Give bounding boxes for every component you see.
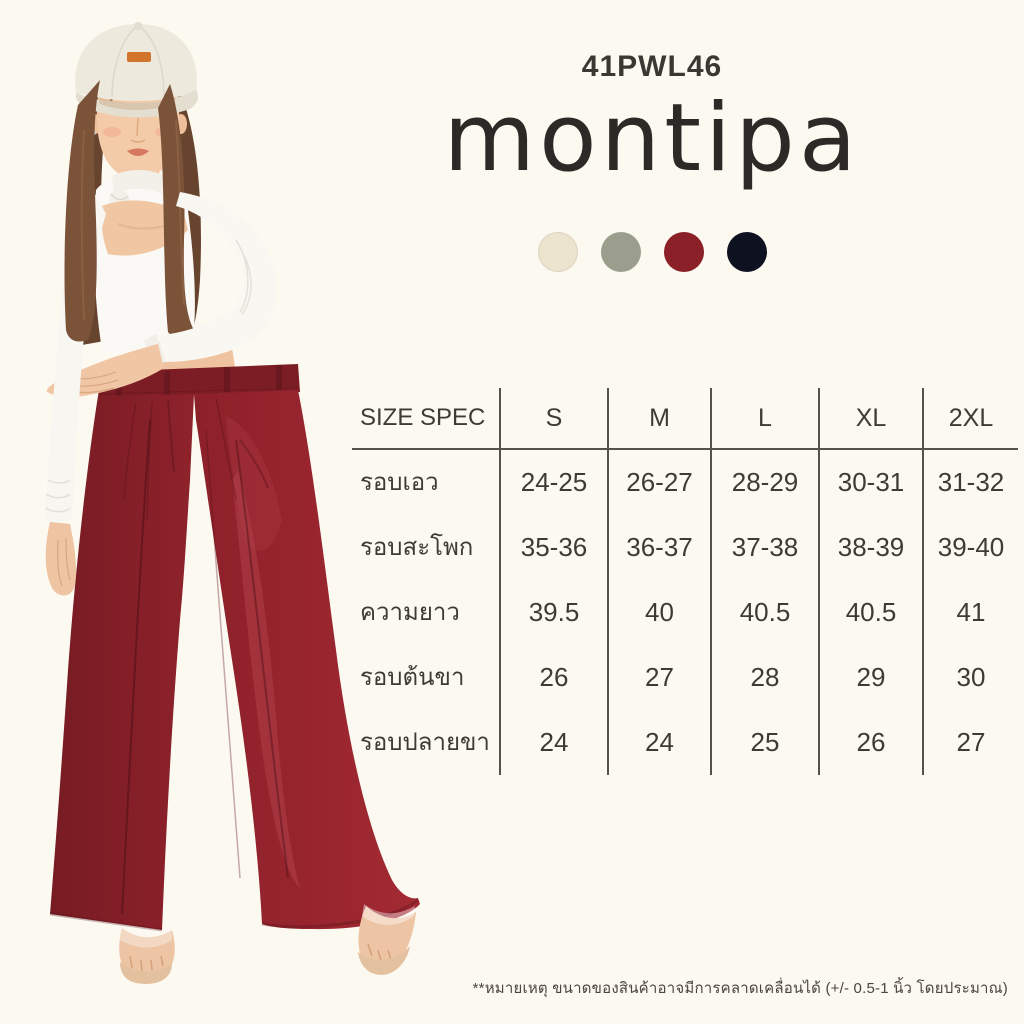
pant-leg-left — [50, 394, 194, 930]
measurement-cell: 27 — [922, 710, 1018, 775]
measurement-row-label: รอบปลายขา — [360, 729, 490, 756]
lips — [127, 148, 149, 156]
measurement-cell: 39-40 — [922, 515, 1018, 580]
pant-leg-right — [194, 390, 420, 930]
brand-logo: montipa — [443, 84, 861, 193]
hand-hanging — [45, 522, 77, 596]
measurement-row-label: ความยาว — [360, 599, 460, 626]
pants — [49, 364, 420, 932]
measurement-cell: 38-39 — [818, 515, 922, 580]
size-column-header: XL — [818, 388, 922, 450]
size-table: SIZE SPEC S M L XL 2XL รอบเอว 24-25 26-27 28-29 30… — [352, 388, 1018, 775]
measurement-cell: 28 — [710, 645, 818, 710]
measurement-cell: 40 — [607, 580, 710, 645]
size-column-header: M — [607, 388, 710, 450]
measurement-cell: 26 — [818, 710, 922, 775]
size-column-header: L — [710, 388, 818, 450]
measurement-row-label: รอบต้นขา — [360, 664, 465, 691]
measurement-cell: 30-31 — [818, 450, 922, 515]
footnote: **หมายเหตุ ขนาดของสินค้าอาจมีการคลาดเคลื… — [472, 980, 1008, 997]
color-swatch-black — [726, 232, 767, 272]
measurement-cell: 24 — [607, 710, 710, 775]
measurement-row-label: รอบสะโพก — [360, 534, 474, 561]
measurement-cell: 26-27 — [607, 450, 710, 515]
collar — [112, 170, 164, 194]
measurement-row-label: รอบเอว — [360, 469, 439, 496]
measurement-cell: 26 — [499, 645, 607, 710]
measurement-cell: 27 — [607, 645, 710, 710]
measurement-cell: 29 — [818, 645, 922, 710]
table-title: SIZE SPEC — [352, 388, 499, 450]
sandal-left — [119, 928, 175, 984]
measurement-cell: 35-36 — [499, 515, 607, 580]
color-swatch-sage — [600, 232, 641, 272]
size-column-header: S — [499, 388, 607, 450]
measurement-cell: 40.5 — [818, 580, 922, 645]
measurement-cell: 39.5 — [499, 580, 607, 645]
hair-front-right — [158, 84, 194, 338]
measurement-cell: 30 — [922, 645, 1018, 710]
color-swatch-cream — [537, 232, 578, 272]
cap-label — [127, 52, 151, 62]
measurement-cell: 28-29 — [710, 450, 818, 515]
measurement-cell: 25 — [710, 710, 818, 775]
measurement-cell: 24 — [499, 710, 607, 775]
product-code: 41PWL46 — [581, 50, 723, 83]
size-column-header: 2XL — [922, 388, 1018, 450]
nose — [130, 117, 146, 143]
measurement-cell: 37-38 — [710, 515, 818, 580]
measurement-cell: 31-32 — [922, 450, 1018, 515]
measurement-cell: 40.5 — [710, 580, 818, 645]
measurement-cell: 24-25 — [499, 450, 607, 515]
measurement-cell: 36-37 — [607, 515, 710, 580]
model-photo — [45, 22, 420, 984]
color-swatches — [352, 232, 952, 272]
color-swatch-maroon — [663, 232, 704, 272]
measurement-cell: 41 — [922, 580, 1018, 645]
sandal-right — [358, 904, 416, 975]
